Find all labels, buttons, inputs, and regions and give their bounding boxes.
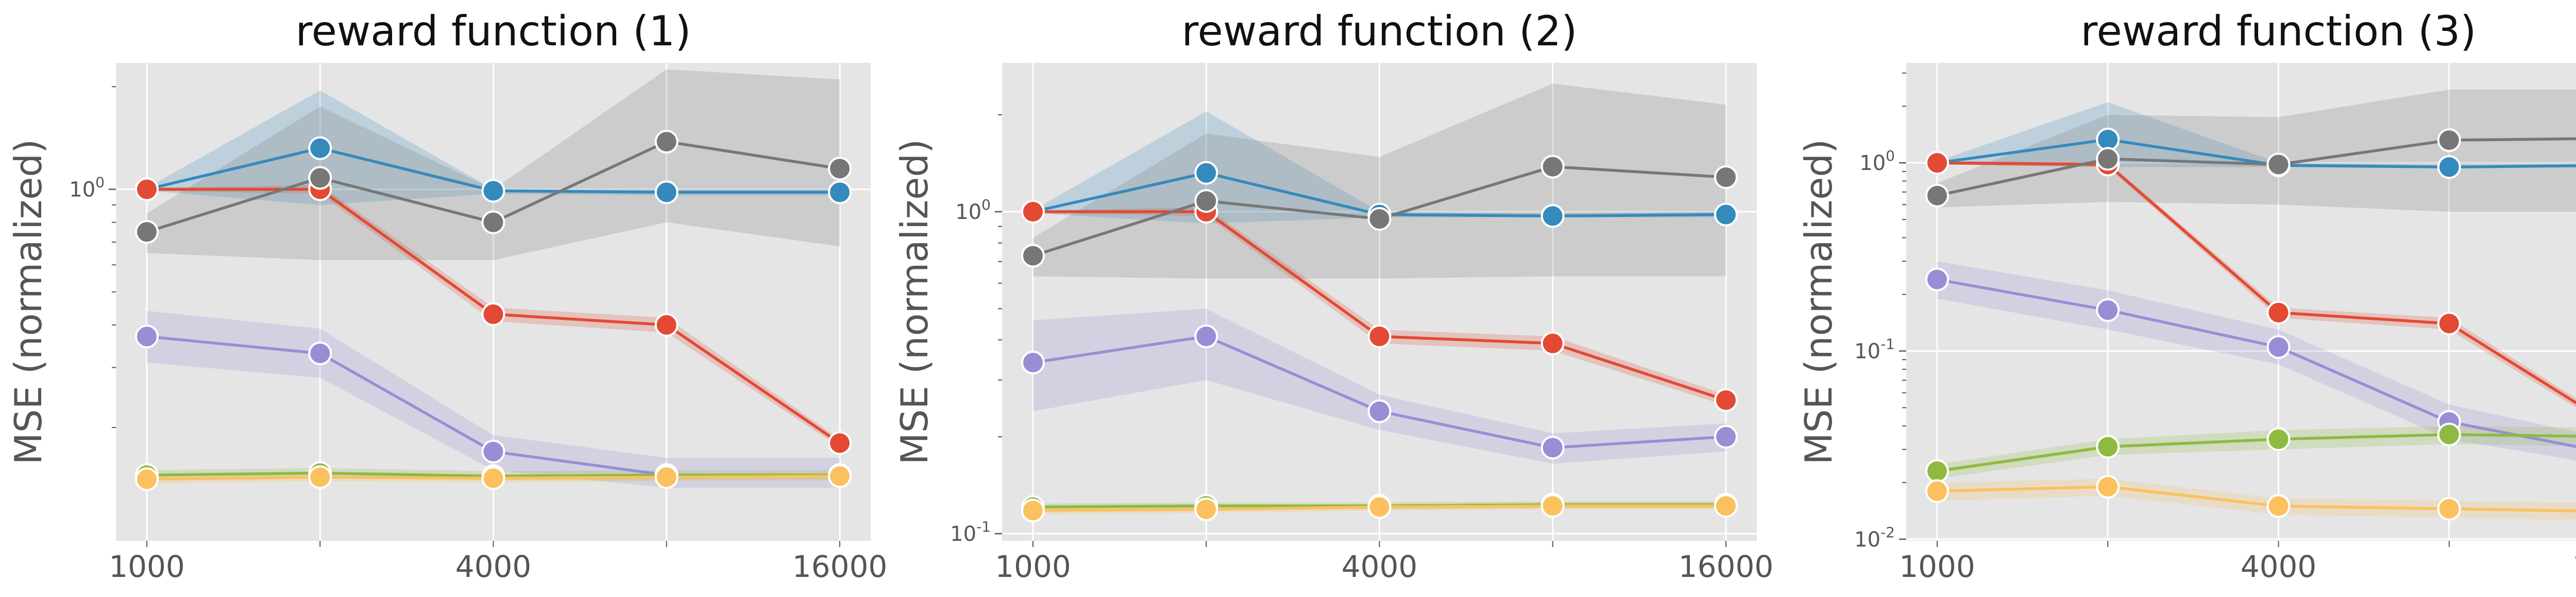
series-6-point <box>1021 499 1045 523</box>
plot-area <box>1906 63 2576 541</box>
series-5-band <box>1937 425 2576 479</box>
series-4-point <box>135 325 159 349</box>
series-3-point <box>308 166 332 190</box>
series-6-point <box>308 465 332 489</box>
series-2-point <box>2437 312 2461 336</box>
series-3-point <box>828 157 852 181</box>
x-tick-label: 4000 <box>1342 549 1418 584</box>
series-4-point <box>2096 298 2120 322</box>
series-4-point <box>481 439 505 464</box>
y-axis-label: MSE (normalized) <box>893 139 936 465</box>
chart-svg-2: 1000 4000 16000 10-1 100 reward function (2) M… <box>893 7 1772 584</box>
chart-title: reward function (3) <box>2080 7 2476 55</box>
series-2-point <box>654 313 679 337</box>
y-tick-label: 10-1 <box>1854 335 1895 363</box>
series-6-point <box>1194 497 1218 521</box>
series-1-point <box>481 179 505 203</box>
y-tick-label: 100 <box>955 196 991 224</box>
x-tick-label: 1000 <box>109 549 185 584</box>
chart-svg-1: 1000 4000 16000 100 reward function (1) MSE (… <box>7 7 886 584</box>
series-5-point <box>2096 435 2120 459</box>
series-2-point <box>1540 331 1565 355</box>
x-tick-label: 16000 <box>1679 549 1772 584</box>
y-tick-label: 10-2 <box>1854 524 1895 552</box>
series-4-point <box>1540 436 1565 460</box>
series-3-point <box>135 220 159 244</box>
series-6-point <box>1925 479 1949 503</box>
x-tick-label: 4000 <box>2241 549 2317 584</box>
series-6-point <box>654 465 679 489</box>
series-3-point <box>2096 147 2120 171</box>
series-4-point <box>1367 399 1392 423</box>
y-minor-ticks <box>1902 72 1906 483</box>
series-2-point <box>1021 200 1045 224</box>
y-tick-label: 100 <box>1859 147 1895 175</box>
series-6-point <box>1367 495 1392 519</box>
series-1-point <box>654 180 679 204</box>
series-4-point <box>1021 350 1045 374</box>
series-3-point <box>2437 128 2461 152</box>
series-1-band <box>1937 102 2576 168</box>
series-3-point <box>1194 189 1218 213</box>
series-3-band <box>1033 83 1726 279</box>
series-4-point <box>1194 325 1218 349</box>
series-2-point <box>1925 151 1949 175</box>
series-4-point <box>1714 424 1738 449</box>
series-6-point <box>828 464 852 488</box>
y-minor-ticks <box>998 114 1002 437</box>
chart-title: reward function (2) <box>1181 7 1577 55</box>
y-axis-label: MSE (normalized) <box>1797 139 1840 465</box>
chart-panel-2: 1000 4000 16000 10-1 100 reward function (2) M… <box>886 0 1772 597</box>
series-5-point <box>2266 427 2291 451</box>
series-2-point <box>1714 388 1738 412</box>
y-tick-label: 10-1 <box>950 518 991 546</box>
series-6-point <box>2266 494 2291 518</box>
series-3-point <box>481 210 505 234</box>
series-5-point <box>2437 422 2461 447</box>
chart-title: reward function (1) <box>295 7 691 55</box>
series-1-point <box>828 180 852 204</box>
series-1-point <box>1714 202 1738 227</box>
series-6-point <box>2437 497 2461 521</box>
chart-svg-3: 1000 4000 16000 10-2 10-1 100 reward function … <box>1797 7 2576 584</box>
series-1-point <box>2437 155 2461 179</box>
x-tick-label: 16000 <box>2572 549 2576 584</box>
x-tick-label: 1000 <box>995 549 1071 584</box>
series-3-point <box>654 129 679 153</box>
series-3-point <box>1021 244 1045 268</box>
series-3-point <box>1367 207 1392 231</box>
series-6-point <box>1714 494 1738 518</box>
series-6-point <box>481 466 505 490</box>
series-4-point <box>1925 267 1949 292</box>
x-tick-label: 1000 <box>1899 549 1975 584</box>
series-2-point <box>481 302 505 327</box>
series-1-point <box>1194 161 1218 185</box>
series-3-point <box>2266 152 2291 177</box>
series-3-band <box>147 69 840 260</box>
x-tick-label: 16000 <box>792 549 886 584</box>
x-tick-label: 4000 <box>455 549 532 584</box>
series-2-point <box>135 177 159 201</box>
series-4-point <box>2266 335 2291 359</box>
chart-panel-1: 1000 4000 16000 100 reward function (1) MSE (… <box>0 0 886 597</box>
chart-panel-3: 1000 4000 16000 10-2 10-1 100 reward function … <box>1772 0 2576 597</box>
series-6-point <box>1540 494 1565 518</box>
series-2-point <box>828 431 852 455</box>
y-axis-label: MSE (normalized) <box>7 139 50 465</box>
series-2-point <box>1367 325 1392 349</box>
y-minor-ticks <box>112 86 116 428</box>
y-tick-label: 100 <box>69 174 105 202</box>
series-1-point <box>308 136 332 160</box>
series-3-band <box>1937 90 2576 212</box>
series-3-point <box>1540 155 1565 179</box>
series-4-point <box>308 342 332 366</box>
series-5-point <box>1925 459 1949 483</box>
series-3-point <box>1714 165 1738 190</box>
series-3-point <box>1925 183 1949 208</box>
series-1-point <box>1540 204 1565 228</box>
series-6-point <box>2096 474 2120 499</box>
series-6-point <box>135 467 159 491</box>
series-2-point <box>2266 300 2291 325</box>
